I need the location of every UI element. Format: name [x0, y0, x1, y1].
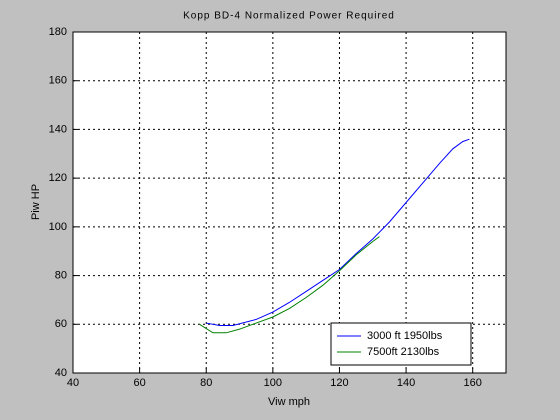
x-tick-label: 120 [330, 377, 348, 389]
plot-area [72, 31, 507, 374]
y-tick-label: 80 [55, 269, 67, 281]
y-tick-label: 40 [55, 367, 67, 379]
x-tick-label: 160 [464, 377, 482, 389]
legend-box [330, 322, 472, 366]
y-tick-label: 60 [55, 318, 67, 330]
x-tick-label: 100 [264, 377, 282, 389]
legend-label: 3000 ft 1950lbs [367, 330, 443, 342]
x-tick-label: 140 [397, 377, 415, 389]
chart-title: Kopp BD-4 Normalized Power Required [183, 11, 395, 22]
y-axis-label: Piw HP [30, 184, 42, 220]
y-tick-label: 180 [49, 26, 67, 38]
y-tick-label: 100 [49, 221, 67, 233]
y-tick-label: 140 [49, 123, 67, 135]
x-axis-label: Viw mph [268, 396, 310, 408]
y-tick-label: 160 [49, 75, 67, 87]
x-tick-label: 80 [200, 377, 212, 389]
x-tick-label: 60 [133, 377, 145, 389]
y-tick-label: 120 [49, 172, 67, 184]
series-line [199, 236, 380, 334]
series-line [206, 138, 470, 327]
x-tick-label: 40 [67, 377, 79, 389]
legend-label: 7500ft 2130lbs [367, 346, 440, 358]
